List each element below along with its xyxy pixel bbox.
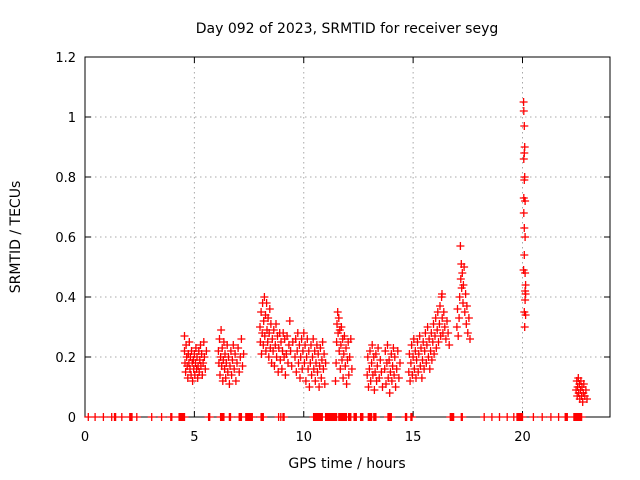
x-tick-label: 20 [514,430,531,445]
y-tick-label: 0 [68,411,76,426]
y-tick-label: 0.4 [55,291,76,306]
x-tick-label: 15 [405,430,422,445]
y-tick-label: 0.6 [55,231,76,246]
scatter-points [180,98,591,406]
x-axis-label: GPS time / hours [288,456,405,472]
data-points [84,98,591,421]
y-tick-label: 1 [68,111,76,126]
chart-title: Day 092 of 2023, SRMTID for receiver sey… [196,21,499,37]
zero-line-points [84,413,586,421]
axes-and-ticks: 0 5 10 15 20 0 0.2 0.4 0.6 0.8 1 1.2 [55,51,611,445]
y-tick-label: 0.2 [55,351,76,366]
x-tick-label: 0 [81,430,89,445]
y-tick-label: 1.2 [55,51,76,66]
y-axis-label: SRMTID / TECUs [8,181,24,294]
x-tick-label: 5 [190,430,198,445]
x-tick-label: 10 [295,430,312,445]
y-tick-label: 0.8 [55,171,76,186]
